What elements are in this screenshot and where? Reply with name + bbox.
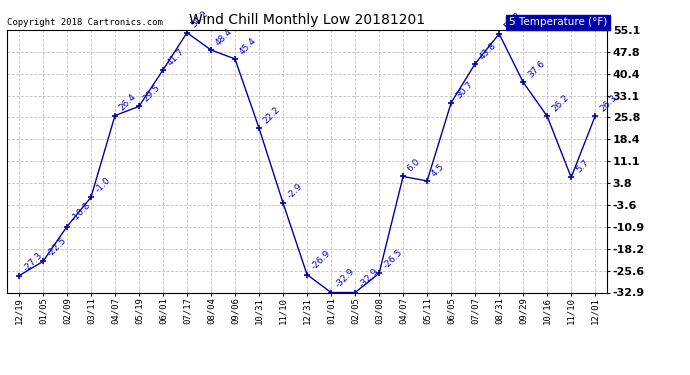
Text: 26.2: 26.2 xyxy=(550,93,571,113)
Text: -32.9: -32.9 xyxy=(334,267,357,290)
Text: -2.9: -2.9 xyxy=(286,182,304,200)
Text: 29.5: 29.5 xyxy=(141,83,162,104)
Text: Copyright 2018 Cartronics.com: Copyright 2018 Cartronics.com xyxy=(7,18,163,27)
Text: -1.0: -1.0 xyxy=(94,176,112,195)
Text: 43.8: 43.8 xyxy=(478,40,498,61)
Text: -32.9: -32.9 xyxy=(358,267,381,290)
Text: 22.2: 22.2 xyxy=(262,105,282,125)
Text: 30.7: 30.7 xyxy=(454,80,475,100)
Text: 26.3: 26.3 xyxy=(598,93,618,113)
Text: 53.8: 53.8 xyxy=(502,10,522,31)
Text: 54.2: 54.2 xyxy=(190,9,210,30)
Text: -26.9: -26.9 xyxy=(310,249,333,272)
Text: 26.4: 26.4 xyxy=(118,92,138,113)
Text: 41.7: 41.7 xyxy=(166,47,186,67)
Text: 5.7: 5.7 xyxy=(574,158,591,175)
Text: 5 Temperature (°F): 5 Temperature (°F) xyxy=(509,17,607,27)
Text: 6.0: 6.0 xyxy=(406,157,422,174)
Text: 48.4: 48.4 xyxy=(214,27,234,47)
Text: 4.5: 4.5 xyxy=(430,162,446,178)
Text: 45.4: 45.4 xyxy=(238,36,258,56)
Text: -22.5: -22.5 xyxy=(46,236,68,259)
Text: -26.5: -26.5 xyxy=(382,248,404,271)
Text: 37.6: 37.6 xyxy=(526,59,546,80)
Text: -27.3: -27.3 xyxy=(21,250,44,273)
Text: -10.8: -10.8 xyxy=(70,201,92,224)
Title: Wind Chill Monthly Low 20181201: Wind Chill Monthly Low 20181201 xyxy=(189,13,425,27)
